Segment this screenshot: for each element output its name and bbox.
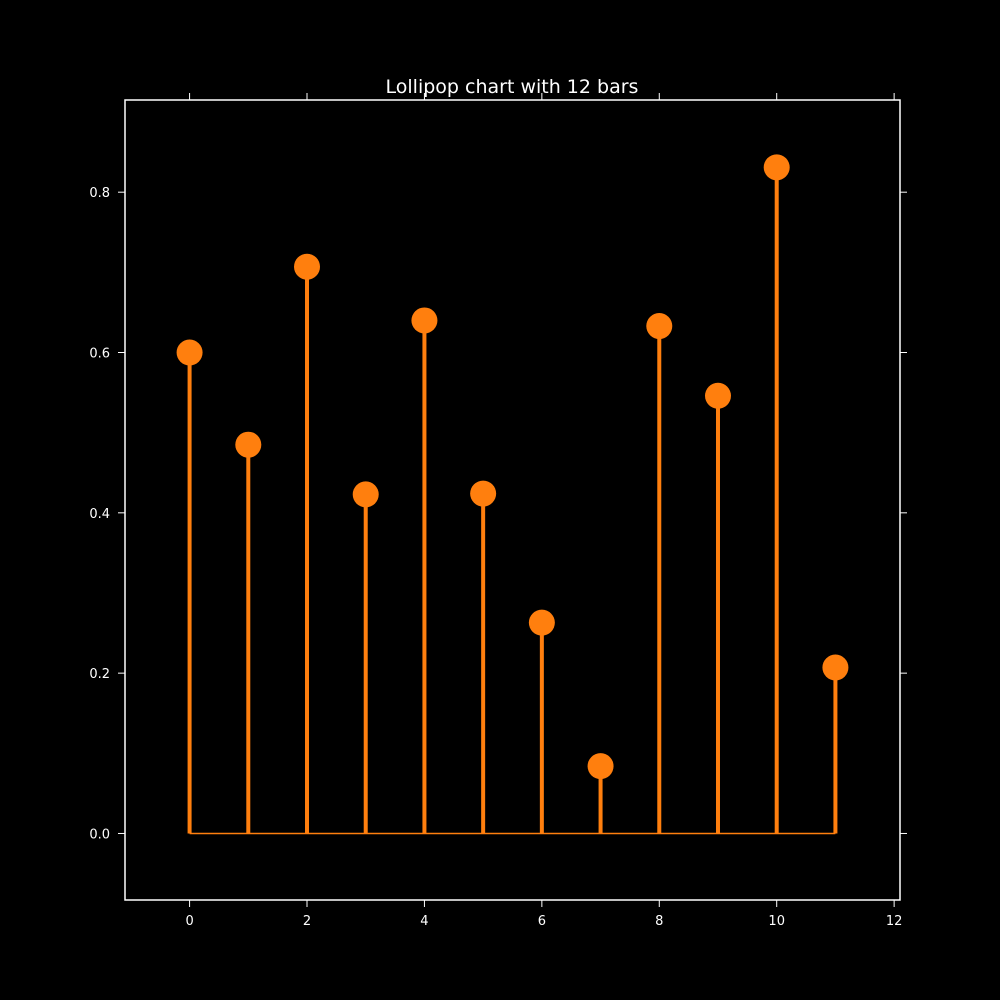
x-tick-label: 10 xyxy=(768,914,785,929)
y-tick-label: 0.8 xyxy=(89,186,110,201)
lollipop-marker xyxy=(411,307,438,334)
lollipop-marker xyxy=(704,382,731,409)
y-tick-label: 0.4 xyxy=(89,507,110,522)
lollipop-marker xyxy=(470,480,497,507)
y-axis: 0.0 0.2 0.4 0.6 0.8 xyxy=(89,186,907,842)
chart-title: Lollipop chart with 12 bars xyxy=(386,76,639,98)
lollipop-marker xyxy=(646,313,673,340)
y-tick-label: 0.6 xyxy=(89,347,110,362)
lollipop-marker xyxy=(763,154,790,181)
lollipop-marker xyxy=(294,253,321,280)
y-tick-label: 0.2 xyxy=(89,667,110,682)
x-tick-label: 2 xyxy=(303,914,311,929)
x-tick-label: 8 xyxy=(655,914,663,929)
lollipop-marker xyxy=(235,431,262,458)
y-tick-label: 0.0 xyxy=(89,827,110,842)
data-marks xyxy=(176,154,849,835)
x-axis: 0 2 4 6 8 10 12 xyxy=(185,93,902,929)
x-tick-label: 4 xyxy=(420,914,428,929)
plot-frame xyxy=(124,99,901,901)
x-tick-label: 12 xyxy=(886,914,903,929)
lollipop-marker xyxy=(587,753,614,780)
lollipop-marker xyxy=(352,481,379,508)
lollipop-marker xyxy=(822,654,849,681)
x-tick-label: 0 xyxy=(185,914,193,929)
lollipop-marker xyxy=(176,339,203,366)
lollipop-marker xyxy=(528,609,555,636)
x-tick-label: 6 xyxy=(538,914,546,929)
